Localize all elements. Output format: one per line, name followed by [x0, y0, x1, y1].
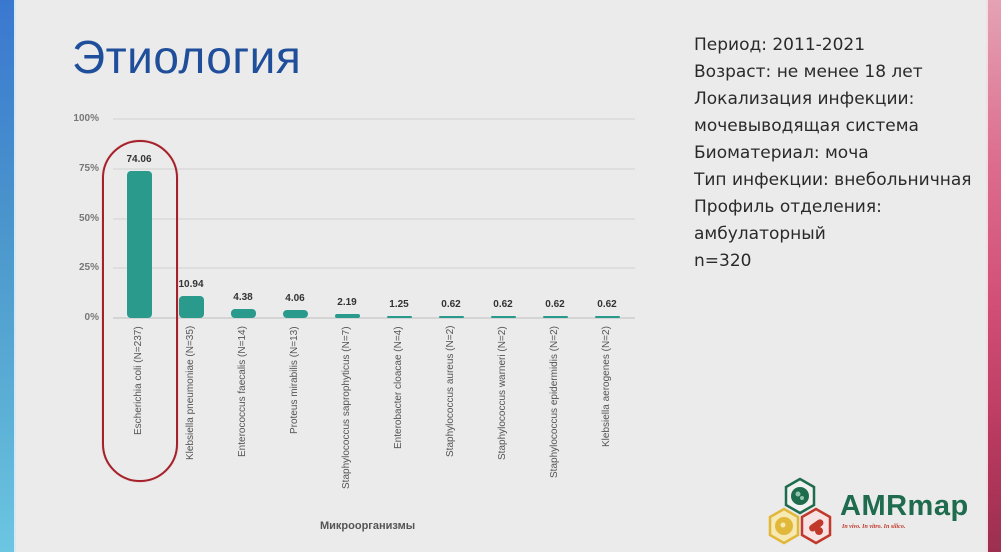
info-localization-label: Локализация инфекции:	[694, 89, 915, 109]
y-tick-label: 75%	[78, 162, 99, 174]
bar-value-label: 2.19	[337, 296, 357, 308]
highlight-outline	[102, 140, 178, 482]
bar-value-label: 4.06	[285, 292, 305, 304]
bar-value-label: 1.25	[389, 298, 409, 310]
x-axis-title: Микроорганизмы	[320, 520, 416, 532]
info-department-label: Профиль отделения:	[694, 197, 882, 217]
y-tick-label: 50%	[78, 212, 99, 224]
bar	[126, 170, 152, 318]
bar	[438, 316, 464, 318]
bar	[230, 309, 256, 318]
bar-value-label: 0.62	[493, 299, 513, 310]
x-tick-label: Enterobacter cloacae (N=4)	[393, 326, 404, 449]
x-tick-label: Klebsiella aerogenes (N=2)	[601, 326, 612, 447]
left-accent-edge	[14, 0, 16, 552]
bar-value-label: 10.94	[178, 279, 204, 291]
logo-tagline: In vivo. In vitro. In silico.	[842, 524, 906, 530]
info-department-value: амбулаторный	[694, 224, 826, 244]
gridline	[113, 118, 635, 120]
info-infection-type: Тип инфекции: внебольничная	[694, 170, 972, 190]
etiology-bar-chart: 100% 75% 50% 25% 0% 74.06 10.94 4.38 4.06 2.19 1.…	[73, 113, 635, 532]
x-tick-label: Staphylococcus warneri (N=2)	[497, 326, 508, 460]
info-biomaterial: Биоматериал: моча	[694, 143, 869, 163]
bar	[490, 316, 516, 318]
bar-value-label: 0.62	[441, 299, 461, 310]
right-accent-edge	[986, 0, 988, 552]
bar	[282, 309, 308, 318]
info-period: Период: 2011-2021	[694, 35, 866, 55]
x-tick-label: Staphylococcus saprophyticus (N=7)	[341, 326, 352, 489]
study-info-panel: Период: 2011-2021 Возраст: не менее 18 л…	[694, 32, 972, 275]
bar	[334, 313, 360, 318]
y-tick-label: 25%	[78, 262, 99, 274]
x-tick-label: Klebsiella pneumoniae (N=35)	[185, 325, 196, 460]
gridline	[113, 267, 635, 270]
bar	[178, 296, 204, 318]
bar	[594, 316, 620, 318]
bar-value-label: 0.62	[597, 299, 617, 310]
x-tick-label: Staphylococcus epidermidis (N=2)	[549, 325, 560, 478]
gridline	[113, 317, 635, 319]
gridline	[113, 217, 635, 220]
gridline	[113, 167, 635, 170]
y-tick-label: 0%	[84, 312, 99, 323]
x-tick-label: Proteus mirabilis (N=13)	[289, 326, 300, 434]
info-localization-value: мочевыводящая система	[694, 116, 919, 136]
x-tick-label: Staphylococcus aureus (N=2)	[445, 325, 456, 457]
slide-title: Этиология	[72, 31, 302, 83]
logo-wordmark: AMRmap	[840, 490, 969, 522]
bar	[386, 315, 412, 318]
bar-value-label: 0.62	[545, 299, 565, 310]
info-sample-size: n=320	[694, 251, 752, 271]
amrmap-logo: AMRmap In vivo. In vitro. In silico.	[762, 477, 977, 552]
bar-value-label: 4.38	[233, 292, 253, 304]
logo-hexagons-icon	[768, 477, 832, 545]
x-tick-label: Enterococcus faecalis (N=14)	[237, 326, 248, 457]
right-accent-bar	[988, 0, 1001, 552]
info-age: Возраст: не менее 18 лет	[694, 62, 923, 82]
bar	[542, 316, 568, 318]
left-accent-bar	[0, 0, 14, 552]
y-tick-label: 100%	[73, 113, 99, 124]
